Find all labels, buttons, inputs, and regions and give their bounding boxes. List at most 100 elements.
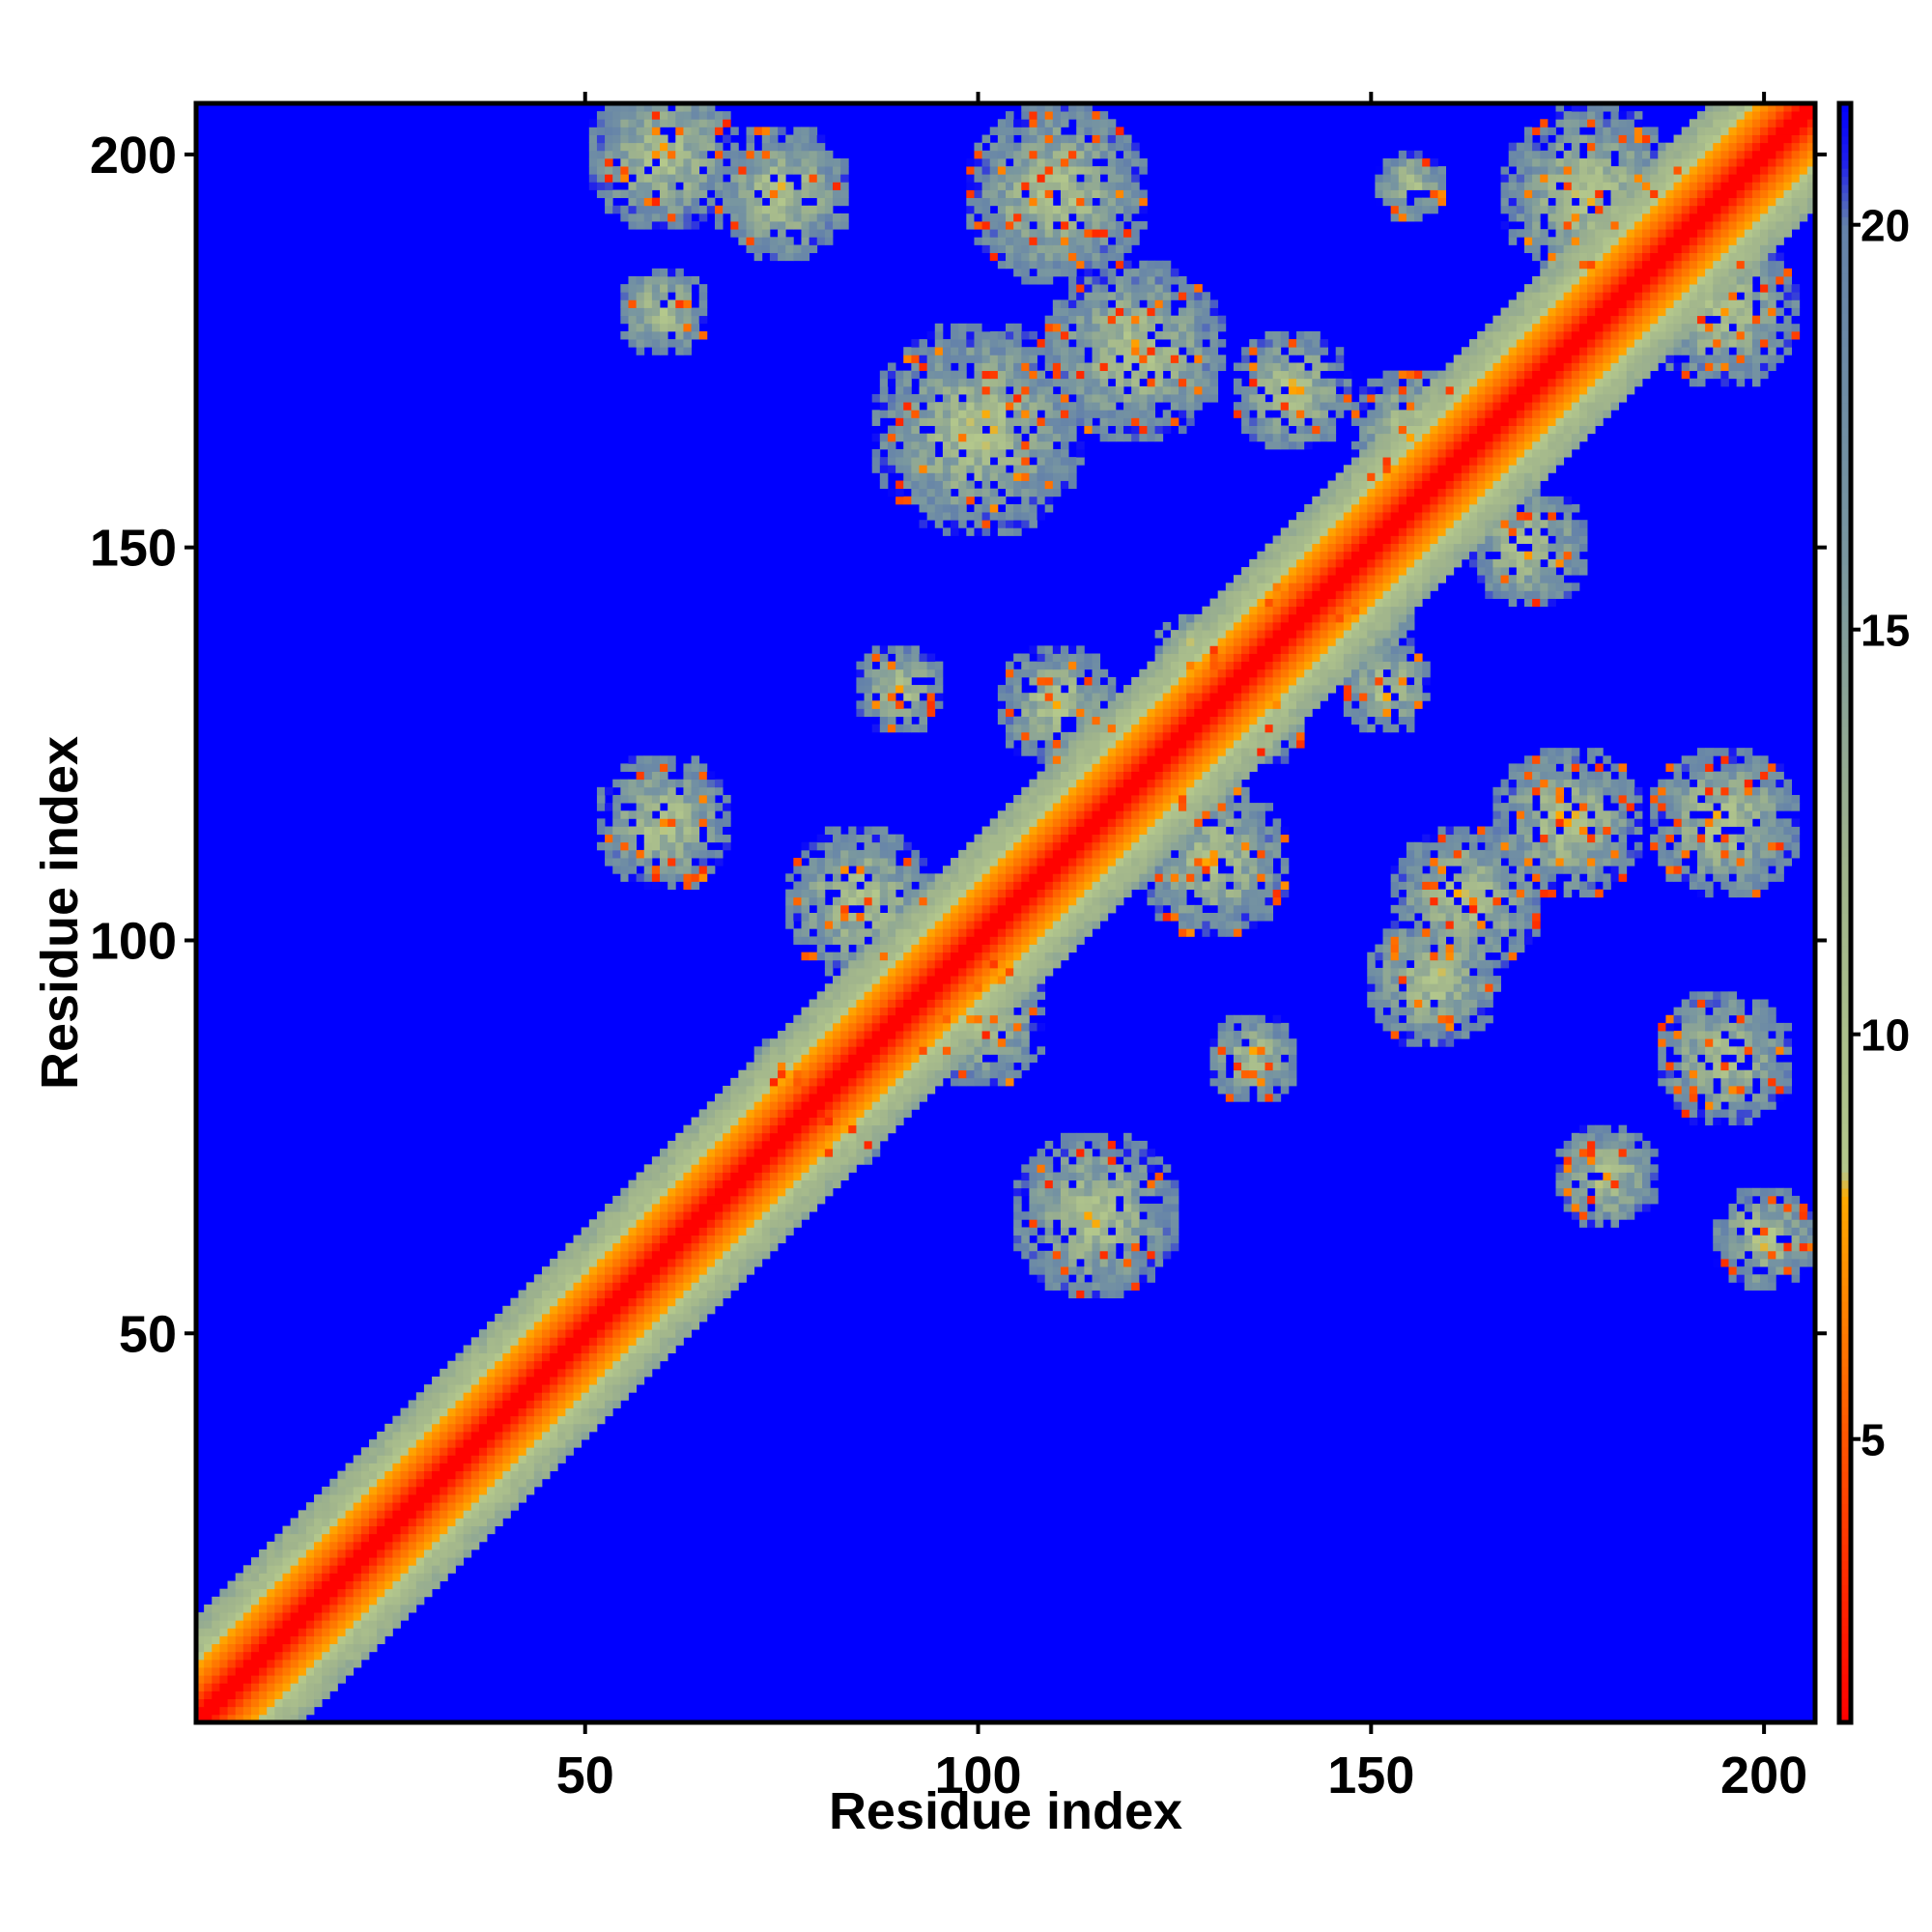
heatmap-cell xyxy=(565,1439,574,1448)
heatmap-cell xyxy=(1037,1046,1046,1055)
heatmap-cell xyxy=(1532,873,1541,882)
heatmap-cell xyxy=(698,1140,708,1150)
heatmap-cell xyxy=(1044,959,1054,969)
heatmap-cell xyxy=(683,849,692,859)
heatmap-cell xyxy=(785,1031,794,1039)
heatmap-cell xyxy=(698,1164,708,1173)
heatmap-cell xyxy=(1076,873,1085,882)
heatmap-cell xyxy=(353,1470,362,1480)
heatmap-cell xyxy=(1123,818,1132,827)
heatmap-cell xyxy=(668,1258,676,1267)
heatmap-cell xyxy=(1776,1266,1784,1275)
heatmap-cell xyxy=(785,1172,794,1181)
heatmap-cell xyxy=(801,1132,810,1142)
heatmap-cell xyxy=(573,1368,582,1378)
heatmap-cell xyxy=(714,1211,724,1220)
heatmap-cell xyxy=(1422,1014,1431,1024)
heatmap-cell xyxy=(989,913,1014,922)
heatmap-cell xyxy=(1634,1204,1643,1212)
heatmap-cell xyxy=(447,1510,456,1519)
heatmap-cell xyxy=(1437,1014,1447,1024)
heatmap-cell xyxy=(1681,1054,1690,1063)
heatmap-cell xyxy=(691,1242,700,1252)
heatmap-cell xyxy=(966,889,975,898)
heatmap-cell xyxy=(1406,936,1415,945)
heatmap-cell xyxy=(1806,1258,1816,1267)
heatmap-cell xyxy=(1571,1195,1580,1205)
heatmap-cell xyxy=(1272,1038,1282,1047)
heatmap-cell xyxy=(1162,1227,1172,1236)
heatmap-cell xyxy=(1382,1022,1392,1032)
heatmap-cell xyxy=(1060,1179,1069,1189)
heatmap-cell xyxy=(769,1227,779,1236)
heatmap-cell xyxy=(1508,952,1518,961)
heatmap-cell xyxy=(824,959,834,969)
heatmap-cell xyxy=(1571,818,1580,827)
heatmap-cell xyxy=(1485,841,1493,851)
heatmap-cell xyxy=(1194,866,1203,874)
heatmap-cell xyxy=(573,1250,582,1260)
heatmap-cell xyxy=(824,1014,834,1024)
heatmap-cell xyxy=(250,1573,260,1581)
heatmap-cell xyxy=(1068,1219,1085,1228)
heatmap-cell xyxy=(502,1470,511,1480)
heatmap-cell xyxy=(1736,1007,1746,1016)
heatmap-cell xyxy=(550,1305,558,1315)
heatmap-cell xyxy=(714,849,724,859)
heatmap-cell xyxy=(620,1345,629,1354)
heatmap-cell xyxy=(533,1415,543,1425)
heatmap-cell xyxy=(1783,1204,1792,1212)
heatmap-cell xyxy=(651,1164,661,1173)
heatmap-cell xyxy=(495,1407,519,1417)
heatmap-cell xyxy=(1021,858,1030,867)
heatmap-cell xyxy=(911,936,920,945)
heatmap-cell xyxy=(1720,1250,1729,1260)
heatmap-cell xyxy=(605,849,613,859)
heatmap-cell xyxy=(974,1062,982,1071)
heatmap-cell xyxy=(942,959,967,969)
heatmap-cell xyxy=(895,999,904,1009)
heatmap-cell xyxy=(392,1620,401,1629)
heatmap-cell xyxy=(793,913,802,922)
heatmap-cell xyxy=(856,834,865,843)
heatmap-cell xyxy=(1099,1258,1109,1267)
heatmap-cell xyxy=(581,1313,590,1322)
heatmap-cell xyxy=(1257,873,1265,882)
heatmap-cell xyxy=(1092,1227,1101,1236)
heatmap-cell xyxy=(1469,1007,1478,1016)
heatmap-cell xyxy=(801,928,810,937)
heatmap-cell xyxy=(1241,1031,1250,1039)
heatmap-cell xyxy=(384,1580,393,1590)
heatmap-cell xyxy=(588,1305,598,1315)
heatmap-cell xyxy=(1202,881,1210,890)
heatmap-cell xyxy=(1044,803,1054,811)
heatmap-cell xyxy=(1673,1007,1683,1016)
heatmap-cell xyxy=(1744,1204,1753,1212)
heatmap-cell xyxy=(981,904,991,914)
heatmap-cell xyxy=(1202,858,1210,867)
heatmap-cell xyxy=(305,1698,315,1708)
heatmap-cell xyxy=(533,1329,543,1338)
heatmap-cell xyxy=(966,1031,975,1039)
heatmap-cell xyxy=(958,1014,967,1024)
heatmap-cell xyxy=(698,1195,708,1205)
heatmap-cell xyxy=(1728,1250,1738,1260)
heatmap-cell xyxy=(581,1297,590,1307)
heatmap-cell xyxy=(1060,803,1069,811)
heatmap-cell xyxy=(1705,889,1714,898)
heatmap-cell xyxy=(1241,1069,1250,1079)
heatmap-cell xyxy=(1689,1117,1698,1126)
heatmap-cell xyxy=(769,1172,779,1181)
heatmap-cell xyxy=(322,1620,330,1629)
heatmap-cell xyxy=(345,1549,355,1558)
heatmap-cell xyxy=(1154,826,1164,836)
heatmap-cell xyxy=(809,1132,818,1142)
heatmap-cell xyxy=(1445,999,1455,1009)
heatmap-cell xyxy=(267,1698,275,1708)
heatmap-cell xyxy=(926,1077,936,1087)
heatmap-cell xyxy=(1390,959,1400,969)
heatmap-cell xyxy=(691,866,700,874)
heatmap-cell xyxy=(526,1321,535,1330)
heatmap-cell xyxy=(440,1533,448,1543)
heatmap-cell xyxy=(643,1195,653,1205)
